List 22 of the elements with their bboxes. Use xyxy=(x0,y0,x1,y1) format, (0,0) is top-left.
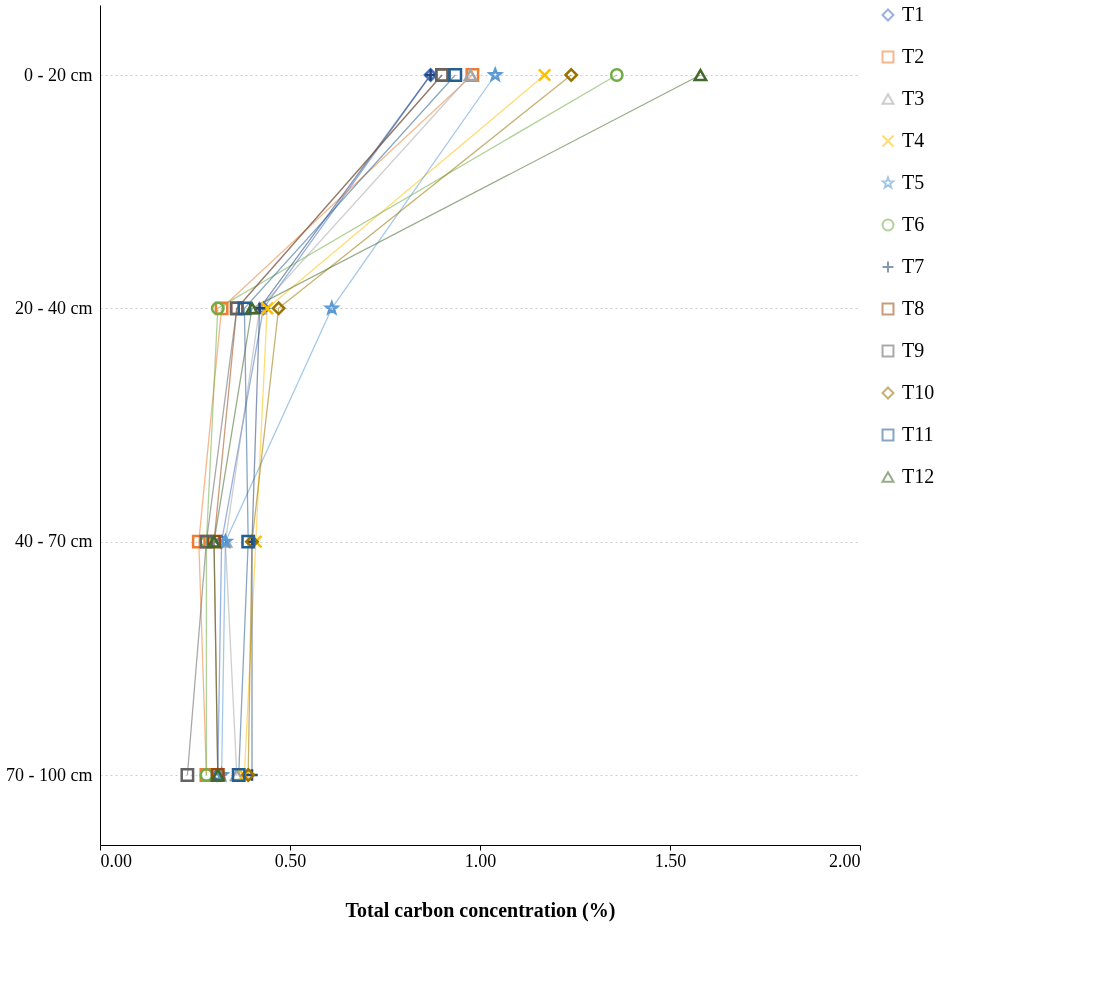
legend-label: T9 xyxy=(902,339,925,361)
y-tick-label: 40 - 70 cm xyxy=(15,531,93,552)
y-tick-label: 0 - 20 cm xyxy=(24,64,93,85)
x-tick-label: 0.50 xyxy=(274,850,307,871)
x-tick-label: 0.00 xyxy=(100,850,132,871)
legend-label: T1 xyxy=(902,3,925,25)
x-axis-title: Total carbon concentration (%) xyxy=(345,898,616,922)
legend-label: T6 xyxy=(902,213,925,235)
legend-label: T12 xyxy=(902,465,935,487)
legend-label: T11 xyxy=(902,423,934,445)
legend-label: T3 xyxy=(902,87,925,109)
legend-label: T5 xyxy=(902,171,925,193)
y-tick-label: 20 - 40 cm xyxy=(15,297,93,318)
y-tick-label: 70 - 100 cm xyxy=(6,764,93,785)
legend-label: T10 xyxy=(902,381,935,403)
x-tick-label: 1.00 xyxy=(464,850,497,871)
legend-label: T4 xyxy=(902,129,925,151)
legend-label: T8 xyxy=(902,297,925,319)
legend-label: T7 xyxy=(902,255,925,277)
x-tick-label: 1.50 xyxy=(654,850,687,871)
x-tick-label: 2.00 xyxy=(829,850,861,871)
legend-label: T2 xyxy=(902,45,925,67)
